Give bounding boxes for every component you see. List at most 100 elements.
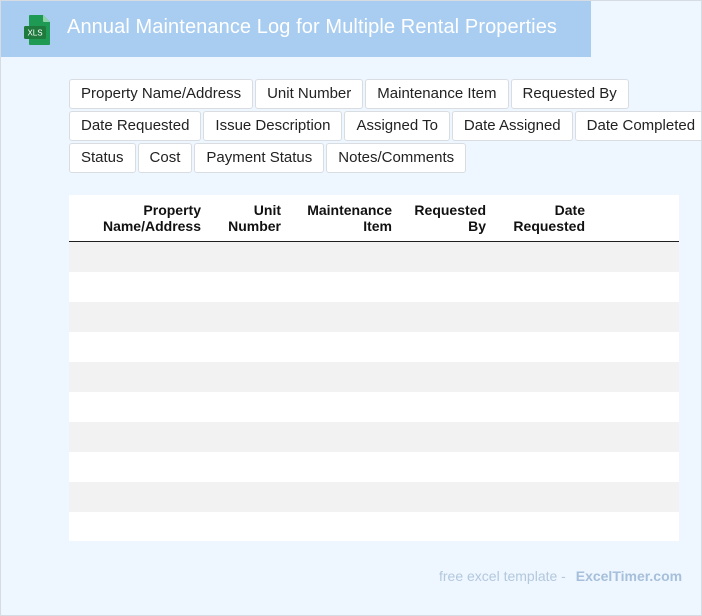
table-cell[interactable] <box>591 392 679 422</box>
table-cell[interactable] <box>591 332 679 362</box>
table-row <box>69 302 679 332</box>
table-cell[interactable] <box>398 392 492 422</box>
table-cell[interactable] <box>398 272 492 302</box>
column-header-line: Property <box>143 202 201 218</box>
table-cell[interactable] <box>69 512 207 541</box>
table-cell[interactable] <box>591 482 679 512</box>
field-list: Property Name/Address Unit Number Maintena… <box>69 79 701 175</box>
table-cell[interactable] <box>591 362 679 392</box>
footer-credit: free excel template - ExcelTimer.com <box>439 568 682 584</box>
title-banner: XLS Annual Maintenance Log for Multiple … <box>1 1 591 57</box>
field-chip: Date Assigned <box>451 111 573 141</box>
table-cell[interactable] <box>207 482 287 512</box>
table-cell[interactable] <box>287 452 398 482</box>
table-cell[interactable] <box>591 302 679 332</box>
field-chip: Property Name/Address <box>69 79 254 109</box>
table-cell[interactable] <box>591 272 679 302</box>
table-cell[interactable] <box>398 241 492 272</box>
table-cell[interactable] <box>207 422 287 452</box>
table-cell[interactable] <box>69 422 207 452</box>
column-header: Property Name/Address <box>69 195 207 242</box>
table-cell[interactable] <box>492 302 591 332</box>
table-cell[interactable] <box>591 422 679 452</box>
table-cell[interactable] <box>207 302 287 332</box>
table-cell[interactable] <box>492 512 591 541</box>
table-cell[interactable] <box>287 392 398 422</box>
table-cell[interactable] <box>287 272 398 302</box>
field-chip: Date Completed <box>574 111 701 141</box>
table-cell[interactable] <box>591 452 679 482</box>
table-cell[interactable] <box>287 422 398 452</box>
table-cell[interactable] <box>69 452 207 482</box>
column-header-line: Maintenance <box>307 202 392 218</box>
table-cell[interactable] <box>207 332 287 362</box>
column-header-line: Number <box>228 218 281 234</box>
field-row: Status Cost Payment Status Notes/Comments <box>69 143 699 173</box>
table-cell[interactable] <box>287 482 398 512</box>
table-row <box>69 241 679 272</box>
field-chip: Assigned To <box>344 111 450 141</box>
column-header-line: Name/Address <box>102 218 201 234</box>
table-cell[interactable] <box>69 392 207 422</box>
table-header-row: Property Name/Address Unit Number Maintenanc… <box>69 195 679 242</box>
table-cell[interactable] <box>591 241 679 272</box>
table-cell[interactable] <box>398 362 492 392</box>
table-cell[interactable] <box>207 241 287 272</box>
table-row <box>69 362 679 392</box>
field-chip: Date Requested <box>69 111 202 141</box>
column-header: Date Requested <box>492 195 591 242</box>
table-cell[interactable] <box>207 362 287 392</box>
column-header-line: Unit <box>253 202 281 218</box>
table-cell[interactable] <box>207 512 287 541</box>
table-cell[interactable] <box>287 362 398 392</box>
table-cell[interactable] <box>287 241 398 272</box>
table-cell[interactable] <box>207 452 287 482</box>
table-cell[interactable] <box>207 392 287 422</box>
table-cell[interactable] <box>398 332 492 362</box>
column-header-line: Requested <box>513 218 585 234</box>
table-cell[interactable] <box>492 422 591 452</box>
xls-icon-label: XLS <box>27 29 42 38</box>
field-chip: Maintenance Item <box>365 79 509 109</box>
table-cell[interactable] <box>69 332 207 362</box>
table-cell[interactable] <box>69 362 207 392</box>
table-cell[interactable] <box>69 302 207 332</box>
table-cell[interactable] <box>492 482 591 512</box>
table-cell[interactable] <box>287 332 398 362</box>
table-cell[interactable] <box>207 272 287 302</box>
footer-prefix: free excel template - <box>439 568 566 584</box>
column-header-line: By <box>468 218 486 234</box>
footer-link[interactable]: ExcelTimer.com <box>575 568 683 584</box>
table-cell[interactable] <box>287 512 398 541</box>
field-chip: Notes/Comments <box>326 143 467 173</box>
table-cell[interactable] <box>492 241 591 272</box>
table-row <box>69 482 679 512</box>
field-chip: Requested By <box>510 79 629 109</box>
table-cell[interactable] <box>287 302 398 332</box>
table-cell[interactable] <box>398 482 492 512</box>
table-cell[interactable] <box>398 452 492 482</box>
table-cell[interactable] <box>69 482 207 512</box>
table-row <box>69 272 679 302</box>
column-header-line: Requested <box>414 202 486 218</box>
table-cell[interactable] <box>398 422 492 452</box>
table-cell[interactable] <box>492 362 591 392</box>
table-row <box>69 422 679 452</box>
table-cell[interactable] <box>69 272 207 302</box>
table-cell[interactable] <box>492 272 591 302</box>
table-cell[interactable] <box>398 512 492 541</box>
data-table: Property Name/Address Unit Number Maintenanc… <box>69 195 679 541</box>
table-cell[interactable] <box>398 302 492 332</box>
table-cell[interactable] <box>492 452 591 482</box>
table-cell[interactable] <box>492 332 591 362</box>
table-cell[interactable] <box>591 512 679 541</box>
page-title: Annual Maintenance Log for Multiple Rent… <box>67 16 558 38</box>
field-chip: Payment Status <box>194 143 325 173</box>
column-header: Requested By <box>398 195 492 242</box>
column-header-line: Item <box>363 218 392 234</box>
table-cell[interactable] <box>69 241 207 272</box>
table-cell[interactable] <box>492 392 591 422</box>
column-header: Unit Number <box>207 195 287 242</box>
